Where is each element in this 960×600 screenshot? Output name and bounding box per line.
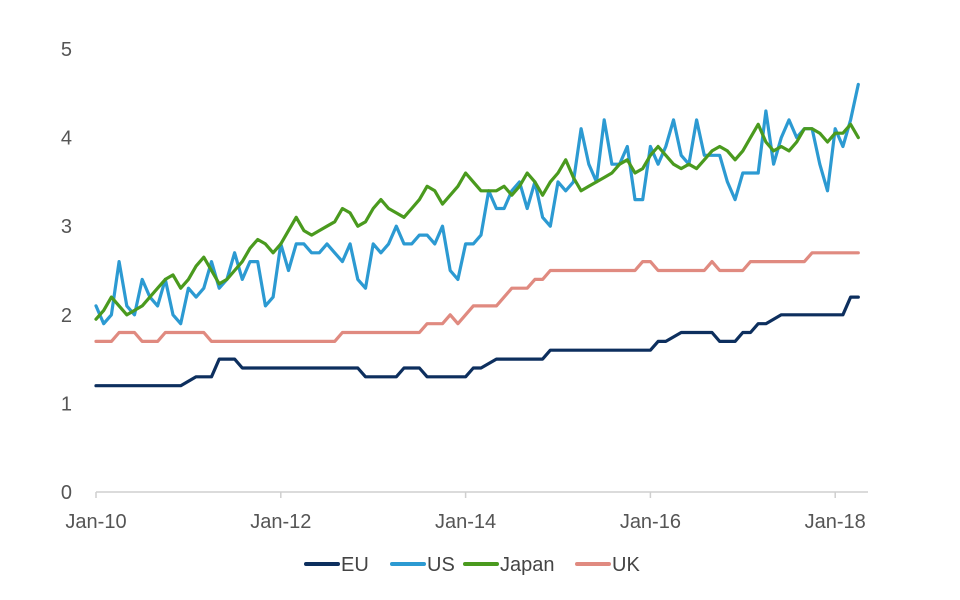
x-tick-label: Jan-12 bbox=[250, 511, 311, 533]
legend-label-eu: EU bbox=[341, 554, 369, 576]
y-tick-label: 0 bbox=[61, 482, 72, 504]
legend-label-us: US bbox=[427, 554, 455, 576]
series-lines bbox=[94, 82, 860, 388]
series-line-us bbox=[94, 82, 860, 326]
series-line-uk bbox=[94, 251, 860, 343]
series-line-japan bbox=[94, 122, 860, 321]
y-tick-label: 3 bbox=[61, 216, 72, 238]
x-tick-label: Jan-18 bbox=[805, 511, 866, 533]
x-axis-ticks: Jan-10 Jan-12 Jan-14 Jan-16 Jan-18 bbox=[65, 492, 866, 533]
y-tick-label: 2 bbox=[61, 305, 72, 327]
legend-label-uk: UK bbox=[612, 554, 640, 576]
y-tick-label: 5 bbox=[61, 39, 72, 61]
y-axis-ticks: 0 1 2 3 4 5 bbox=[61, 39, 72, 504]
y-tick-label: 1 bbox=[61, 393, 72, 415]
series-line-eu bbox=[94, 295, 860, 388]
x-tick-label: Jan-16 bbox=[620, 511, 681, 533]
y-tick-label: 4 bbox=[61, 128, 72, 150]
x-tick-label: Jan-10 bbox=[65, 511, 126, 533]
legend: EU US Japan UK bbox=[304, 554, 640, 576]
x-tick-label: Jan-14 bbox=[435, 511, 496, 533]
legend-label-japan: Japan bbox=[500, 554, 555, 576]
